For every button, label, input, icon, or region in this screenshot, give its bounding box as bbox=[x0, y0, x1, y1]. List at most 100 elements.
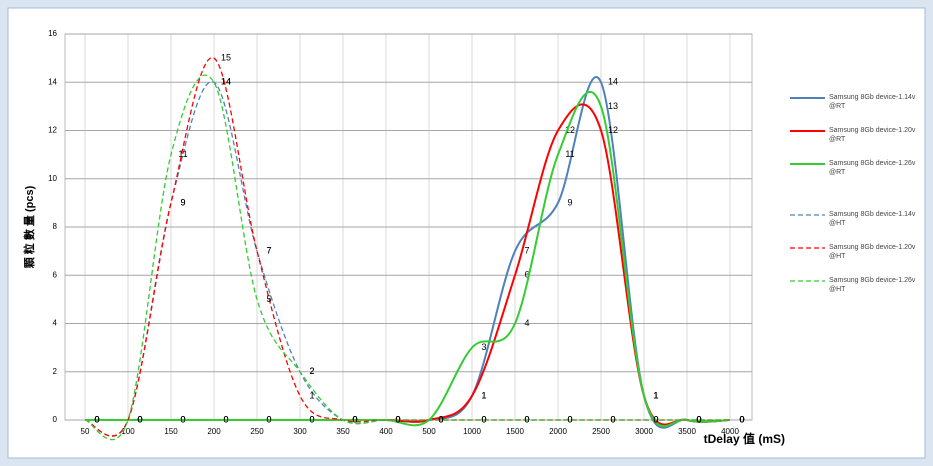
data-label: 6 bbox=[524, 270, 529, 280]
data-label: 0 bbox=[567, 414, 572, 424]
y-axis-label: 顆 粒 數 量 (pcs) bbox=[22, 185, 36, 268]
data-label: 0 bbox=[309, 414, 314, 424]
data-label: 0 bbox=[696, 414, 701, 424]
y-tick-label: 16 bbox=[48, 29, 57, 38]
data-label: 0 bbox=[696, 414, 701, 424]
x-tick-label: 1000 bbox=[463, 427, 481, 436]
series-line bbox=[84, 57, 730, 437]
data-label: 0 bbox=[610, 414, 615, 424]
data-label: 0 bbox=[352, 414, 357, 424]
x-tick-label: 500 bbox=[422, 427, 436, 436]
x-tick-label: 1500 bbox=[506, 427, 524, 436]
data-label: 11 bbox=[565, 149, 574, 159]
legend-item: Samsung 8Gb device-1.20v @HT bbox=[829, 244, 916, 260]
x-tick-label: 400 bbox=[379, 427, 393, 436]
data-label: 0 bbox=[352, 414, 357, 424]
data-label: 0 bbox=[137, 414, 142, 424]
data-label: 12 bbox=[608, 125, 618, 135]
data-label: 2 bbox=[309, 366, 314, 376]
data-label: 0 bbox=[739, 414, 744, 424]
data-label: 3 bbox=[481, 342, 486, 352]
data-label: 0 bbox=[438, 414, 443, 424]
y-tick-label: 6 bbox=[53, 270, 58, 279]
x-tick-label: 100 bbox=[121, 427, 135, 436]
y-tick-label: 2 bbox=[53, 367, 58, 376]
x-tick-label: 3000 bbox=[635, 427, 653, 436]
legend-label: Samsung 8Gb device-1.26v @HT bbox=[829, 277, 916, 293]
data-label: 0 bbox=[739, 414, 744, 424]
data-label: 14 bbox=[221, 77, 231, 87]
data-label: 7 bbox=[266, 246, 271, 256]
y-tick-label: 12 bbox=[48, 126, 57, 135]
legend-label: Samsung 8Gb device-1.26v @RT bbox=[829, 160, 916, 176]
legend-item: Samsung 8Gb device-1.20v @RT bbox=[829, 127, 916, 143]
data-label: 1 bbox=[481, 390, 486, 400]
x-tick-label: 250 bbox=[250, 427, 264, 436]
data-label: 0 bbox=[94, 414, 99, 424]
data-label: 0 bbox=[438, 414, 443, 424]
data-label: 0 bbox=[739, 414, 744, 424]
data-label: 0 bbox=[481, 414, 486, 424]
data-label: 0 bbox=[739, 414, 744, 424]
data-label: 0 bbox=[137, 414, 142, 424]
y-tick-label: 10 bbox=[48, 174, 57, 183]
y-tick-label: 8 bbox=[53, 222, 58, 231]
data-label: 15 bbox=[221, 53, 231, 63]
data-label: 1 bbox=[481, 390, 486, 400]
data-label: 0 bbox=[352, 414, 357, 424]
data-label: 0 bbox=[739, 414, 744, 424]
data-label: 5 bbox=[266, 294, 271, 304]
legend-label: Samsung 8Gb device-1.14v @RT bbox=[829, 94, 916, 110]
data-label: 0 bbox=[524, 414, 529, 424]
data-label: 7 bbox=[266, 246, 271, 256]
data-label: 9 bbox=[180, 197, 185, 207]
legend-item: Samsung 8Gb device-1.26v @HT bbox=[829, 277, 916, 293]
data-label: 0 bbox=[653, 414, 658, 424]
x-tick-label: 350 bbox=[336, 427, 350, 436]
data-label: 1 bbox=[653, 390, 658, 400]
data-label: 0 bbox=[696, 414, 701, 424]
data-label: 14 bbox=[608, 77, 618, 87]
data-label: 0 bbox=[137, 414, 142, 424]
data-label: 0 bbox=[94, 414, 99, 424]
legend-item: Samsung 8Gb device-1.14v @HT bbox=[829, 211, 916, 227]
x-tick-label: 2000 bbox=[549, 427, 567, 436]
data-label: 0 bbox=[696, 414, 701, 424]
legend-label: Samsung 8Gb device-1.20v @HT bbox=[829, 244, 916, 260]
data-label: 14 bbox=[221, 77, 231, 87]
data-label: 0 bbox=[739, 414, 744, 424]
data-label: 11 bbox=[178, 149, 187, 159]
x-tick-label: 4000 bbox=[721, 427, 739, 436]
data-label: 1 bbox=[309, 390, 314, 400]
legend-label: Samsung 8Gb device-1.20v @RT bbox=[829, 127, 916, 143]
data-label: 0 bbox=[567, 414, 572, 424]
data-label: 0 bbox=[137, 414, 142, 424]
legend-item: Samsung 8Gb device-1.26v @RT bbox=[829, 160, 916, 176]
data-label: 9 bbox=[567, 197, 572, 207]
data-label: 0 bbox=[696, 414, 701, 424]
data-label: 0 bbox=[180, 414, 185, 424]
data-label: 7 bbox=[524, 246, 529, 256]
legend-label: Samsung 8Gb device-1.14v @HT bbox=[829, 211, 916, 227]
series-line bbox=[84, 90, 731, 428]
data-label: 0 bbox=[94, 414, 99, 424]
y-tick-label: 14 bbox=[48, 77, 57, 86]
data-label: 12 bbox=[565, 125, 575, 135]
data-label: 0 bbox=[223, 414, 228, 424]
x-tick-label: 3500 bbox=[678, 427, 696, 436]
y-tick-label: 0 bbox=[53, 415, 58, 424]
data-label: 1 bbox=[653, 390, 658, 400]
data-label: 0 bbox=[266, 414, 271, 424]
data-label: 0 bbox=[395, 414, 400, 424]
y-tick-label: 4 bbox=[53, 319, 58, 328]
data-label: 0 bbox=[352, 414, 357, 424]
x-tick-label: 50 bbox=[81, 427, 90, 436]
data-label: 13 bbox=[608, 101, 618, 111]
x-axis-label: tDelay 值 (mS) bbox=[704, 431, 785, 446]
x-tick-label: 200 bbox=[207, 427, 221, 436]
data-label: 4 bbox=[524, 318, 529, 328]
series-line bbox=[84, 74, 730, 441]
x-tick-label: 150 bbox=[164, 427, 178, 436]
data-label: 2 bbox=[309, 366, 314, 376]
